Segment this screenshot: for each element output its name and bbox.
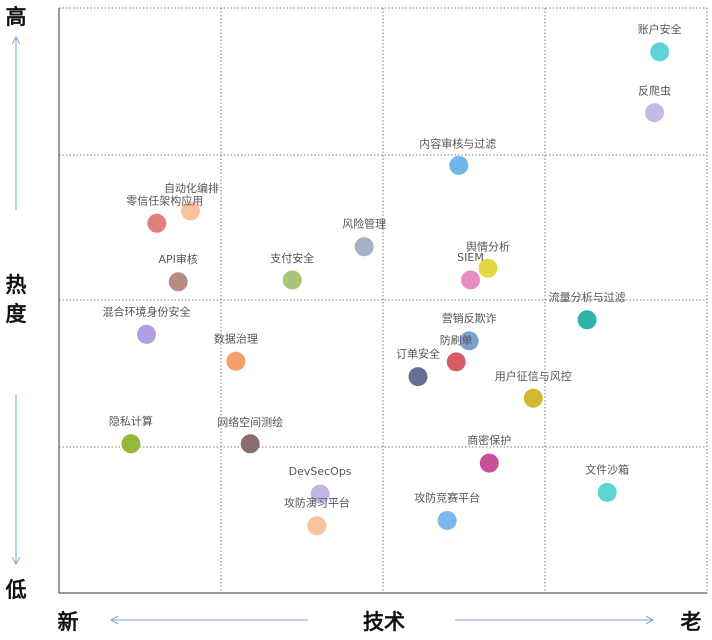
data-point-3 [181, 201, 200, 221]
data-point-label-13: 数据治理 [214, 331, 258, 345]
y-axis-high-label: 高 [6, 5, 27, 29]
y-axis-low-label: 低 [5, 578, 27, 602]
data-point-17 [121, 434, 141, 454]
data-point-label-5: 风险管理 [342, 217, 386, 231]
data-point-label-15: 订单安全 [396, 347, 440, 361]
data-point-label-14: 防刷单 [440, 333, 473, 347]
data-point-16 [523, 388, 543, 408]
data-point-label-21: DevSecOps [289, 465, 352, 478]
data-point-11 [137, 324, 156, 344]
x-axis-low-label: 新 [58, 610, 79, 634]
grid-lines [59, 7, 708, 593]
data-point-label-12: 营销反欺诈 [442, 311, 497, 325]
data-point-6 [478, 258, 498, 278]
data-point-label-17: 隐私计算 [109, 414, 153, 428]
data-point-10 [577, 310, 597, 330]
x-axis-label: 技术 [363, 610, 405, 634]
data-point-label-11: 混合环境身份安全 [103, 304, 191, 318]
data-point-label-0: 账户安全 [638, 22, 682, 36]
data-point-label-7: SIEM [457, 251, 484, 264]
data-point-label-3: 自动化编排 [164, 181, 219, 195]
data-point-label-20: 文件沙箱 [585, 462, 629, 476]
data-point-label-19: 商密保护 [467, 433, 511, 447]
data-point-13 [226, 351, 246, 371]
data-point-4 [147, 213, 167, 233]
data-point-22 [437, 511, 457, 530]
data-point-14 [446, 352, 466, 372]
data-point-label-10: 流量分析与过滤 [549, 290, 626, 304]
y-axis-label: 热度 [6, 273, 27, 326]
data-point-8 [168, 272, 188, 292]
data-point-18 [240, 434, 260, 454]
data-point-20 [597, 482, 617, 502]
data-point-23 [307, 516, 327, 536]
data-point-label-2: 内容审核与过滤 [419, 136, 496, 150]
data-point-label-1: 反爬虫 [638, 85, 671, 98]
data-point-label-4: 零信任架构应用 [126, 193, 203, 207]
data-point-2 [449, 155, 469, 175]
data-point-12 [459, 331, 479, 351]
data-point-1 [645, 103, 664, 123]
data-point-label-16: 用户征信与风控 [495, 369, 572, 383]
data-point-21 [310, 484, 330, 504]
data-point-0 [650, 42, 670, 62]
data-point-label-6: 舆情分析 [466, 239, 510, 253]
x-axis-high-label: 老 [681, 610, 702, 634]
data-point-9 [282, 270, 302, 290]
data-point-label-8: API审核 [158, 252, 197, 266]
data-point-label-23: 攻防演习平台 [284, 496, 350, 510]
data-point-19 [479, 453, 499, 473]
data-point-7 [461, 270, 480, 290]
data-point-label-9: 支付安全 [270, 251, 314, 265]
data-point-15 [408, 367, 428, 387]
data-point-label-18: 网络空间测绘 [217, 415, 283, 429]
data-point-5 [354, 237, 374, 257]
data-point-label-22: 攻防竞赛平台 [414, 491, 480, 505]
